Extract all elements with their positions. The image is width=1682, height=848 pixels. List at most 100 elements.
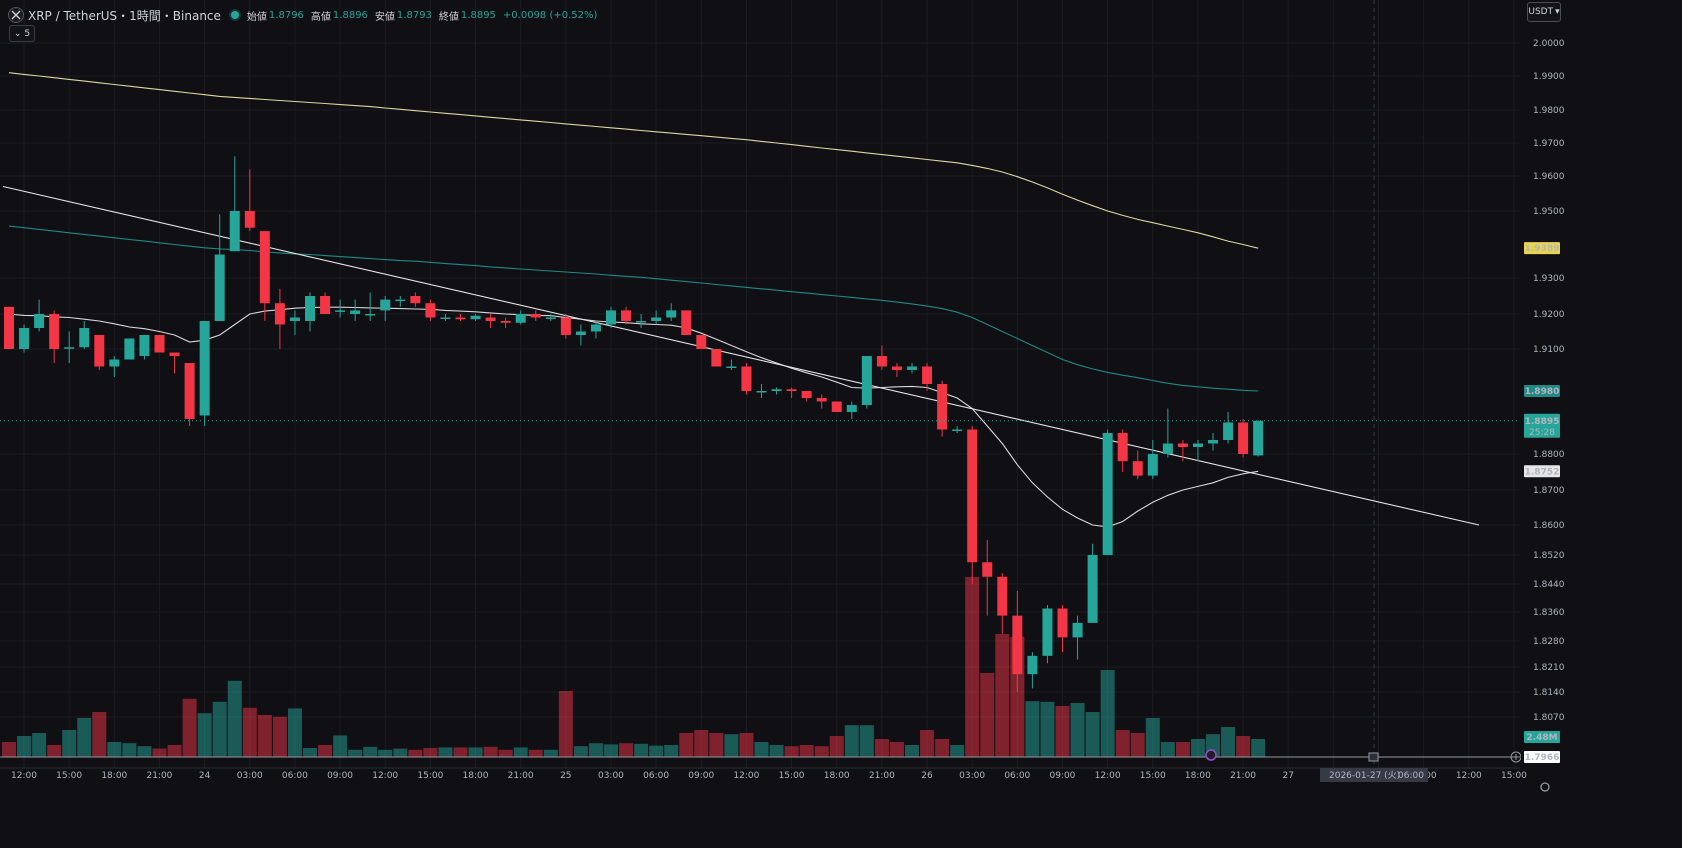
low-value: 1.8793 [396, 9, 432, 21]
volume-bar [844, 725, 859, 757]
candle-body [49, 314, 60, 349]
time-tick-label: 15:00 [1140, 771, 1166, 781]
volume-bar [333, 735, 348, 757]
candle-body [1027, 655, 1038, 675]
volume-bar [588, 743, 603, 757]
candle-body [876, 356, 887, 367]
currency-button[interactable]: USDT ▾ [1527, 2, 1561, 22]
volume-bar [619, 743, 634, 757]
time-tick-label: 21:00 [508, 771, 534, 781]
candle-body [1087, 555, 1098, 623]
candle-body [545, 317, 556, 319]
last-price-label-bg [1524, 413, 1560, 438]
ma-mid-price-label-bg [1524, 385, 1560, 397]
crosshair-date-label: 2026-01-27 (火) [1329, 770, 1400, 781]
candle-body [380, 299, 391, 311]
candle-body [1162, 443, 1173, 454]
volume-bar [182, 698, 197, 757]
xrp-logo-icon [8, 7, 24, 23]
time-axis[interactable]: 12:00 15:00 18:00 21:00 24 03:00 06:00 09:00 12:… [0, 767, 1550, 792]
candle-body [485, 317, 496, 321]
volume-bar [92, 712, 107, 757]
candles [4, 156, 1264, 692]
volume-bar [935, 739, 950, 757]
candle-body [681, 310, 692, 335]
volume-bar [32, 733, 47, 757]
candle-body [1012, 615, 1023, 675]
candle-body [259, 231, 270, 304]
price-tick-label: 1.9800 [1533, 106, 1565, 116]
candle-body [846, 405, 857, 412]
time-tick-label: 21:00 [869, 771, 895, 781]
time-tick-label: 18:00 [824, 771, 850, 781]
volume-bar [318, 745, 333, 757]
candle-body [590, 324, 601, 332]
time-tick-label: 09:00 [1049, 771, 1075, 781]
indicators-toggle-button[interactable]: ⌄ 5 [9, 25, 35, 42]
crosshair-handle [1368, 752, 1379, 762]
volume-bar [1040, 701, 1055, 757]
symbol-title[interactable]: XRP / TetherUS・1時間・Binance [28, 8, 221, 23]
candle-body [1117, 433, 1128, 462]
volume-bar [889, 742, 904, 757]
candle-body [199, 321, 210, 416]
volume-bar [212, 701, 227, 757]
change-value: +0.0098 (+0.52%) [502, 9, 598, 21]
grid [0, 0, 1520, 768]
candle-body [139, 335, 150, 356]
candle-body [1223, 422, 1234, 440]
candle-body [952, 429, 963, 431]
candle-body [1042, 608, 1053, 656]
volume-bar [754, 742, 769, 757]
candle-body [575, 331, 586, 335]
low-label: 安値 [374, 11, 395, 23]
close-label: 終値 [438, 11, 459, 23]
candle-body [289, 317, 300, 321]
candle-body [184, 363, 195, 419]
candle-body [335, 310, 346, 312]
candle-body [922, 366, 933, 384]
price-tick-label: 1.8360 [1533, 608, 1565, 618]
time-tick-label: 18:00 [463, 771, 489, 781]
volume-bar [2, 742, 16, 757]
volume-bar [1100, 670, 1115, 757]
volume-bar [348, 749, 363, 757]
candle-body [305, 296, 315, 321]
candle-body [500, 321, 511, 323]
ma-slow-price-label-bg [1524, 242, 1560, 255]
volume-bar [77, 718, 92, 757]
crosshair-time-label: 06:00 [1398, 771, 1424, 781]
time-tick-label: 26 [921, 771, 933, 781]
high-label: 高値 [310, 11, 331, 23]
close-value: 1.8895 [460, 9, 496, 21]
time-tick-label: 03:00 [959, 771, 985, 781]
volume-bar [995, 634, 1010, 757]
volume-bar [17, 736, 32, 757]
candle-body [756, 391, 767, 393]
ma-slow-price-label: 1.9389 [1525, 244, 1560, 254]
candle-body [696, 335, 707, 349]
volume-bar [272, 716, 287, 757]
candle-body [1102, 433, 1113, 555]
time-tick-label: 12:00 [1095, 771, 1121, 781]
price-tick-label: 1.8070 [1533, 713, 1565, 723]
candle-body [907, 366, 917, 370]
volume-bar [513, 747, 528, 757]
volume-bar [167, 745, 182, 757]
volume-bar [363, 746, 378, 757]
volume-bar [197, 713, 212, 757]
time-tick-label: 18:00 [101, 771, 127, 781]
candle-body [320, 296, 331, 314]
price-tick-label: 1.8210 [1533, 663, 1565, 673]
time-tick-label: 21:00 [146, 771, 172, 781]
volume-bar [980, 673, 995, 757]
time-tick-label: 18:00 [1185, 771, 1211, 781]
ma-fast-price-label: 1.8752 [1525, 467, 1560, 477]
volume-bar [1221, 727, 1236, 757]
volume-bar [1115, 730, 1130, 757]
volume-bar [694, 730, 709, 757]
volume-bar [543, 749, 558, 757]
candle-body [741, 366, 752, 391]
